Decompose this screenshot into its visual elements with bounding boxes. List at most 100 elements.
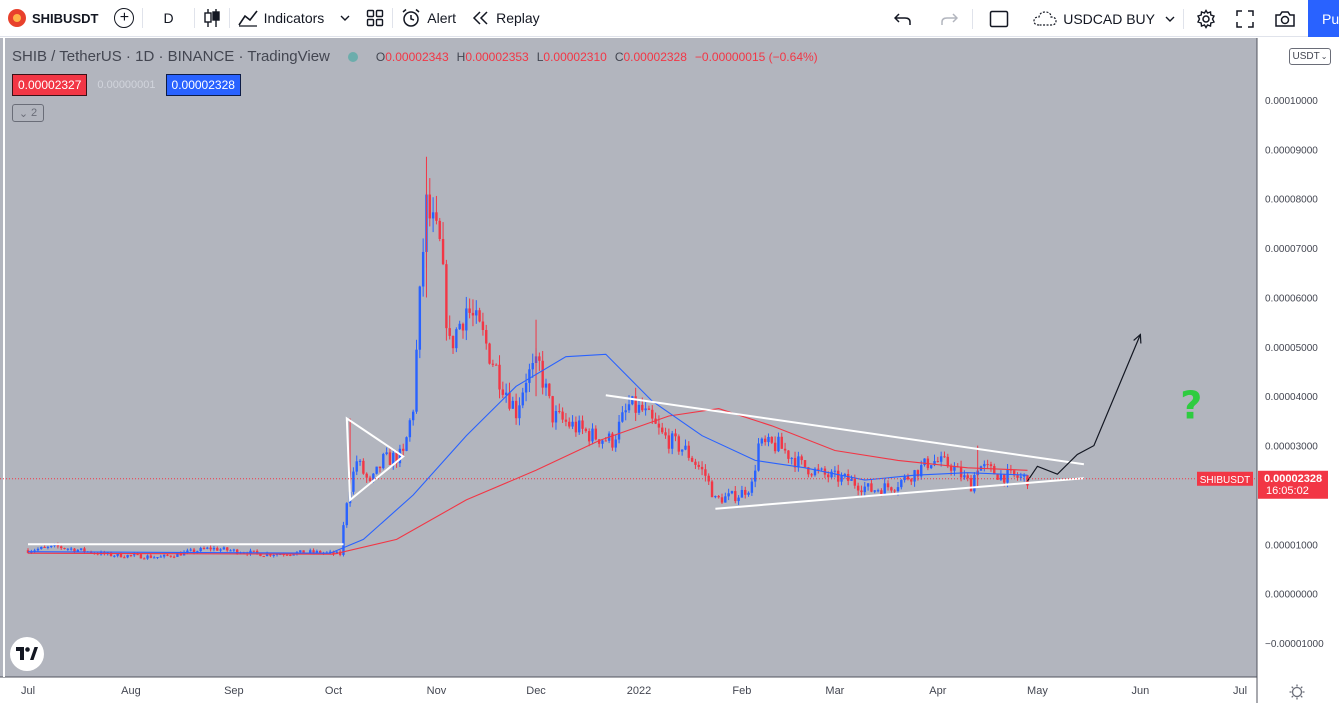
candle-body [837, 470, 840, 482]
symbol-search-button[interactable]: SHIBUSDT [0, 0, 106, 37]
candle-body [989, 464, 993, 467]
candle-body [783, 448, 787, 451]
candle-body [996, 474, 999, 480]
candle-body [617, 421, 621, 440]
compare-button[interactable]: + [106, 0, 142, 37]
candle-body [710, 481, 714, 498]
candle-body [309, 550, 312, 553]
currency-selector[interactable]: USDT ⌄ [1289, 48, 1331, 65]
time-tick-label: Jul [1233, 685, 1247, 697]
layout-menu-button[interactable]: USDCAD BUY [1025, 0, 1183, 37]
candle-body [262, 556, 265, 558]
sell-button[interactable]: 0.00002327 [12, 74, 88, 96]
candle-body [541, 360, 544, 388]
candle-body [969, 478, 973, 492]
candle-body [670, 433, 674, 449]
candle-body [943, 456, 946, 458]
indicators-button[interactable]: Indicators [230, 0, 333, 37]
candle-body [730, 491, 734, 494]
candle-body [385, 452, 388, 455]
snapshot-button[interactable] [1264, 0, 1308, 37]
price-tick-label: 0.00003000 [1265, 442, 1318, 453]
candle-body [561, 411, 564, 420]
candle-body [531, 363, 534, 370]
candle-body [1019, 476, 1023, 478]
redo-button[interactable] [926, 0, 972, 37]
fullscreen-layout-button[interactable] [973, 0, 1025, 37]
buy-button[interactable]: 0.00002328 [165, 74, 241, 96]
candle-body [485, 329, 488, 344]
settings-button[interactable] [1184, 0, 1226, 37]
candle-body [156, 557, 159, 559]
publish-button[interactable]: Pu [1308, 0, 1339, 37]
candle-body [285, 554, 289, 556]
indicators-icon [237, 10, 258, 27]
candle-body [475, 310, 478, 316]
interval-label: D [163, 10, 174, 26]
undo-button[interactable] [880, 0, 926, 37]
candle-body [1022, 475, 1026, 477]
interval-button[interactable]: D [143, 0, 193, 37]
price-tick-label: −0.00001000 [1265, 639, 1324, 650]
indicators-label: Indicators [263, 10, 325, 26]
candle-body [807, 467, 810, 475]
candle-body [465, 308, 468, 331]
candle-body [365, 473, 368, 478]
candle-body [235, 549, 239, 554]
time-tick-label: Apr [929, 685, 946, 697]
alert-button[interactable]: Alert [393, 0, 464, 37]
price-chart[interactable]: 0.00010000 0.00009000 0.00008000 0.00007000… [0, 38, 1339, 703]
top-toolbar: SHIBUSDT + D Indicators [0, 0, 1339, 37]
time-axis-ticks: Jul Aug Sep Oct Nov Dec 2022 Feb Mar Apr May Jun Jul [21, 685, 1247, 697]
bar-countdown: 16:05:02 [1266, 485, 1309, 497]
candle-body [468, 308, 471, 313]
candle-body [664, 432, 667, 436]
candle-body [614, 439, 617, 448]
candle-body [375, 466, 378, 474]
time-tick-label: Aug [121, 685, 141, 697]
candle-body [734, 491, 737, 502]
candle-body [189, 549, 192, 551]
candle-body [418, 286, 422, 350]
candle-body [800, 456, 803, 461]
drawings-group[interactable] [28, 333, 1142, 546]
candle-body [222, 547, 226, 550]
candle-body [162, 554, 166, 557]
candle-body [910, 479, 913, 482]
projection-path-drawing [1027, 334, 1141, 482]
collapse-legend-button[interactable]: ⌄ 2 [12, 104, 44, 122]
candle-body [863, 486, 866, 493]
chevron-down-icon [1165, 16, 1175, 22]
fullscreen-button[interactable] [1226, 0, 1264, 37]
chart-area[interactable]: 0.00010000 0.00009000 0.00008000 0.00007000… [0, 38, 1339, 703]
candle-body [933, 461, 936, 466]
chart-type-button[interactable] [195, 0, 229, 37]
templates-dropdown[interactable] [332, 0, 358, 37]
candle-body [43, 547, 46, 549]
candle-body [568, 421, 571, 427]
triangle-pattern-drawing [345, 416, 405, 502]
layouts-button[interactable] [358, 0, 392, 37]
candle-body [395, 452, 398, 464]
moving-averages-group [27, 353, 1028, 555]
candle-body [508, 392, 511, 409]
currency-label: USDT [1292, 51, 1320, 62]
market-status-icon[interactable] [347, 51, 358, 62]
candles-icon [203, 9, 220, 27]
time-tick-label: Sep [224, 685, 244, 697]
candle-body [946, 456, 949, 467]
candle-body [455, 329, 458, 349]
candle-body [428, 194, 431, 219]
tradingview-logo-icon[interactable] [10, 637, 44, 671]
candle-body [604, 440, 607, 442]
candle-body [983, 464, 986, 467]
candle-body [252, 550, 255, 552]
chart-title: SHIB / TetherUS · 1D · BINANCE · Trading… [12, 48, 330, 65]
candle-body [79, 548, 83, 550]
time-axis-settings-icon[interactable] [1289, 684, 1305, 700]
candle-body [846, 474, 850, 481]
symbol-price-tag [1197, 471, 1253, 486]
candle-body [448, 328, 451, 336]
replay-button[interactable]: Replay [464, 0, 548, 37]
question-mark-annotation[interactable]: ? [1180, 384, 1202, 428]
